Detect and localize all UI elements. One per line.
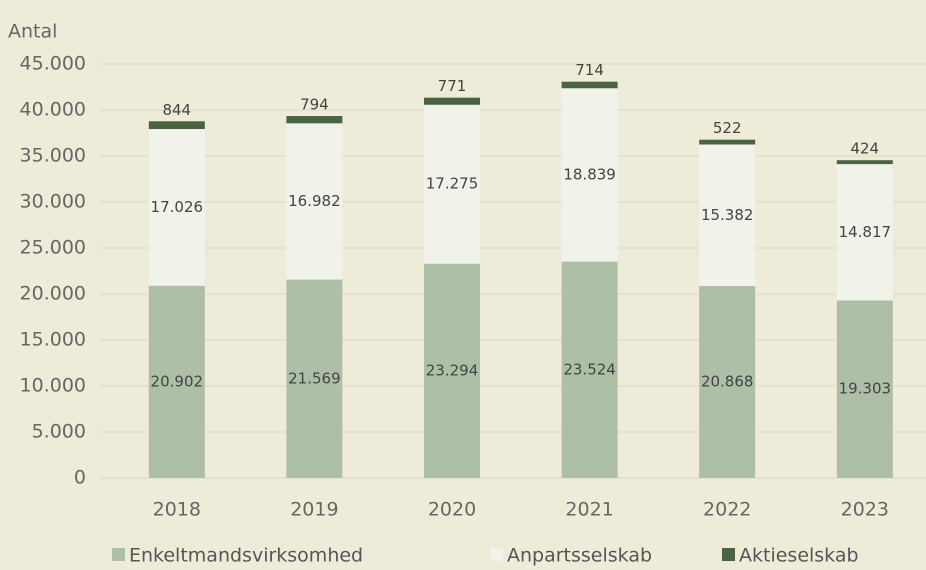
y-tick-label: 15.000	[20, 329, 86, 351]
bar-segment	[286, 279, 343, 478]
bar-segment	[561, 81, 618, 89]
data-label: 16.982	[288, 192, 341, 210]
x-tick-label: 2023	[841, 499, 889, 521]
data-label: 17.275	[426, 175, 479, 193]
x-tick-label: 2018	[153, 499, 201, 521]
bar-segment	[561, 261, 618, 478]
data-label: 15.382	[701, 206, 754, 224]
x-tick-label: 2022	[703, 499, 751, 521]
x-tick-label: 2019	[290, 499, 338, 521]
y-tick-label: 35.000	[20, 145, 86, 167]
bar-segment	[148, 285, 205, 478]
x-tick-label: 2021	[565, 499, 613, 521]
y-tick-label: 0	[74, 467, 86, 489]
data-label: 23.524	[563, 360, 616, 378]
bar-segment	[836, 164, 893, 301]
bar-segment	[286, 116, 343, 124]
data-label: 794	[300, 96, 329, 114]
legend-label: Enkeltmandsvirksomhed	[129, 545, 363, 567]
legend-label: Aktieselskab	[739, 545, 859, 567]
data-label: 522	[713, 119, 742, 137]
data-label: 424	[850, 140, 879, 158]
y-axis-label: Antal	[8, 21, 57, 43]
data-label: 23.294	[426, 361, 479, 379]
data-label: 14.817	[839, 223, 892, 241]
legend-swatch	[722, 548, 735, 561]
y-tick-label: 30.000	[20, 191, 86, 213]
data-label: 18.839	[563, 165, 616, 183]
bar-segment	[424, 263, 480, 478]
data-label: 714	[575, 61, 604, 79]
y-tick-label: 40.000	[20, 99, 86, 121]
bar-segment	[836, 300, 893, 478]
legend-label: Anpartsselskab	[507, 545, 652, 567]
legend-swatch	[490, 548, 503, 561]
data-label: 21.569	[288, 369, 341, 387]
legend-swatch	[112, 548, 125, 561]
bar-segment	[148, 129, 205, 286]
data-label: 844	[162, 101, 191, 119]
bar-segment	[836, 160, 893, 165]
data-label: 20.902	[151, 372, 204, 390]
y-tick-label: 45.000	[20, 53, 86, 75]
bar-segment	[148, 121, 205, 130]
bar-segment	[561, 88, 618, 262]
x-tick-label: 2020	[428, 499, 476, 521]
data-label: 17.026	[151, 198, 204, 216]
data-label: 20.868	[701, 373, 754, 391]
bar-segment	[424, 97, 480, 105]
y-tick-label: 5.000	[32, 421, 86, 443]
y-tick-label: 20.000	[20, 283, 86, 305]
bar-segment	[699, 286, 756, 478]
y-tick-label: 25.000	[20, 237, 86, 259]
bar-segment	[699, 139, 756, 145]
bar-segment	[286, 123, 343, 280]
data-label: 19.303	[839, 380, 892, 398]
data-label: 771	[438, 77, 467, 95]
bar-segment	[699, 144, 756, 287]
y-tick-label: 10.000	[20, 375, 86, 397]
bar-segment	[424, 104, 480, 264]
